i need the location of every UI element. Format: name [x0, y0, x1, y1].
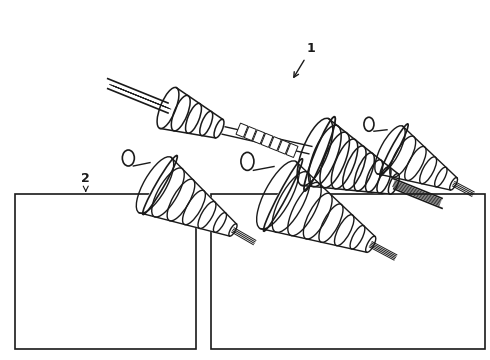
- Bar: [211, 194, 485, 349]
- Polygon shape: [160, 87, 223, 138]
- Polygon shape: [245, 126, 256, 141]
- Polygon shape: [236, 123, 248, 137]
- Polygon shape: [377, 126, 457, 190]
- Polygon shape: [278, 140, 290, 154]
- Polygon shape: [253, 130, 265, 144]
- Text: 2: 2: [81, 172, 90, 191]
- Polygon shape: [261, 133, 273, 147]
- Polygon shape: [270, 136, 281, 151]
- Polygon shape: [260, 161, 375, 252]
- Polygon shape: [139, 157, 237, 236]
- Text: 1: 1: [294, 42, 316, 77]
- Polygon shape: [286, 143, 298, 157]
- Bar: [15, 194, 196, 349]
- Text: 3: 3: [287, 172, 296, 191]
- Polygon shape: [301, 119, 398, 194]
